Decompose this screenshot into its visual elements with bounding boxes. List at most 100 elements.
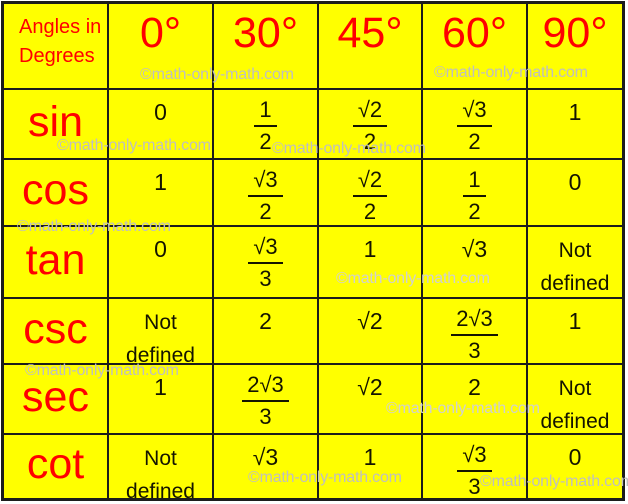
cell-sec-30deg: 2√3 3 [214, 365, 317, 433]
header-cell-0deg: 0° [109, 4, 212, 88]
row-label-cot: cot [4, 435, 107, 498]
row-label-sin: sin [4, 90, 107, 158]
cell-csc-0deg: Not defined [109, 299, 212, 363]
fraction-value: √2 2 [352, 167, 388, 225]
header-cell-angles-in-degrees: Angles in Degrees [4, 4, 107, 88]
cell-sin-60deg: √3 2 [423, 90, 526, 158]
cell-cot-60deg: √3 3 [423, 435, 526, 498]
fraction-denominator: 3 [259, 266, 272, 292]
cell-cos-45deg: √2 2 [319, 160, 421, 225]
cell-sin-90deg: 1 [528, 90, 622, 158]
value: 1 [154, 374, 167, 400]
value: √3 [252, 444, 279, 470]
function-label: cot [26, 440, 85, 488]
fraction-value: √2 2 [352, 97, 388, 155]
fraction-numerator: 2√3 [451, 306, 498, 337]
angle-label: 45° [337, 9, 403, 57]
cell-cot-30deg: √3 [214, 435, 317, 498]
cell-sec-60deg: 2 [423, 365, 526, 433]
value: 0 [568, 444, 582, 470]
fraction-denominator: 2 [259, 129, 272, 155]
fraction-value: √3 3 [457, 442, 492, 498]
header-cell-45deg: 45° [319, 4, 421, 88]
value: 1 [363, 444, 377, 470]
fraction-numerator: 1 [254, 97, 277, 128]
value-not-defined: Not defined [126, 311, 195, 363]
header-cell-30deg: 30° [214, 4, 317, 88]
cell-tan-30deg: √3 3 [214, 227, 317, 297]
fraction-denominator: 2 [259, 199, 272, 225]
header-cell-90deg: 90° [528, 4, 622, 88]
angle-label: 30° [232, 9, 299, 57]
fraction-denominator: 2 [468, 199, 481, 225]
value-not-defined: Not defined [540, 377, 610, 433]
value: 2 [259, 308, 272, 334]
cell-csc-60deg: 2√3 3 [423, 299, 526, 363]
fraction-numerator: √3 [248, 234, 283, 265]
cell-cos-90deg: 0 [528, 160, 622, 225]
value: 1 [363, 236, 377, 262]
cell-cot-90deg: 0 [528, 435, 622, 498]
angle-label: 60° [441, 9, 508, 57]
value-not-defined: Not defined [540, 239, 610, 295]
fraction-value: √3 2 [457, 97, 492, 155]
value: 0 [568, 169, 582, 195]
fraction-numerator: 1 [463, 167, 486, 198]
value: 0 [154, 236, 167, 262]
value-not-defined: Not defined [126, 447, 195, 498]
fraction-value: √3 2 [248, 167, 283, 225]
value: 1 [154, 169, 167, 195]
fraction-denominator: 3 [468, 338, 481, 363]
fraction-numerator: √3 [248, 167, 283, 198]
cell-cot-0deg: Not defined [109, 435, 212, 498]
cell-tan-45deg: 1 [319, 227, 421, 297]
fraction-numerator: 2√3 [242, 372, 289, 403]
fraction-value: 2√3 3 [451, 306, 498, 363]
function-label: cos [22, 166, 89, 214]
function-label: sec [22, 372, 89, 421]
cell-cos-0deg: 1 [109, 160, 212, 225]
fraction-numerator: √2 [352, 167, 388, 198]
value: √3 [461, 236, 488, 262]
fraction-numerator: √3 [457, 97, 492, 128]
fraction-numerator: √3 [457, 442, 492, 473]
function-label: csc [23, 304, 88, 353]
corner-label-line2: Degrees [19, 45, 95, 67]
cell-sin-45deg: √2 2 [319, 90, 421, 158]
cell-sec-0deg: 1 [109, 365, 212, 433]
cell-sin-0deg: 0 [109, 90, 212, 158]
fraction-value: √3 3 [248, 234, 283, 292]
function-label: sin [28, 97, 83, 146]
row-label-sec: sec [4, 365, 107, 433]
fraction-denominator: 2 [468, 129, 481, 155]
value: 1 [568, 99, 582, 125]
row-label-tan: tan [4, 227, 107, 297]
fraction-denominator: 2 [363, 129, 377, 155]
value: 2 [468, 374, 481, 400]
cell-csc-45deg: √2 [319, 299, 421, 363]
row-label-csc: csc [4, 299, 107, 363]
cell-tan-60deg: √3 [423, 227, 526, 297]
row-label-cos: cos [4, 160, 107, 225]
cell-sec-90deg: Not defined [528, 365, 622, 433]
fraction-denominator: 2 [363, 199, 377, 225]
value: √2 [357, 374, 383, 400]
cell-csc-90deg: 1 [528, 299, 622, 363]
fraction-value: 2√3 3 [242, 372, 289, 430]
angle-label: 90° [542, 9, 608, 57]
cell-tan-90deg: Not defined [528, 227, 622, 297]
angle-label: 0° [139, 9, 182, 57]
cell-cos-30deg: √3 2 [214, 160, 317, 225]
value: 0 [154, 99, 167, 125]
value: √2 [357, 308, 383, 334]
corner-label-line1: Angles in [19, 16, 102, 38]
cell-tan-0deg: 0 [109, 227, 212, 297]
header-cell-60deg: 60° [423, 4, 526, 88]
cell-cot-45deg: 1 [319, 435, 421, 498]
